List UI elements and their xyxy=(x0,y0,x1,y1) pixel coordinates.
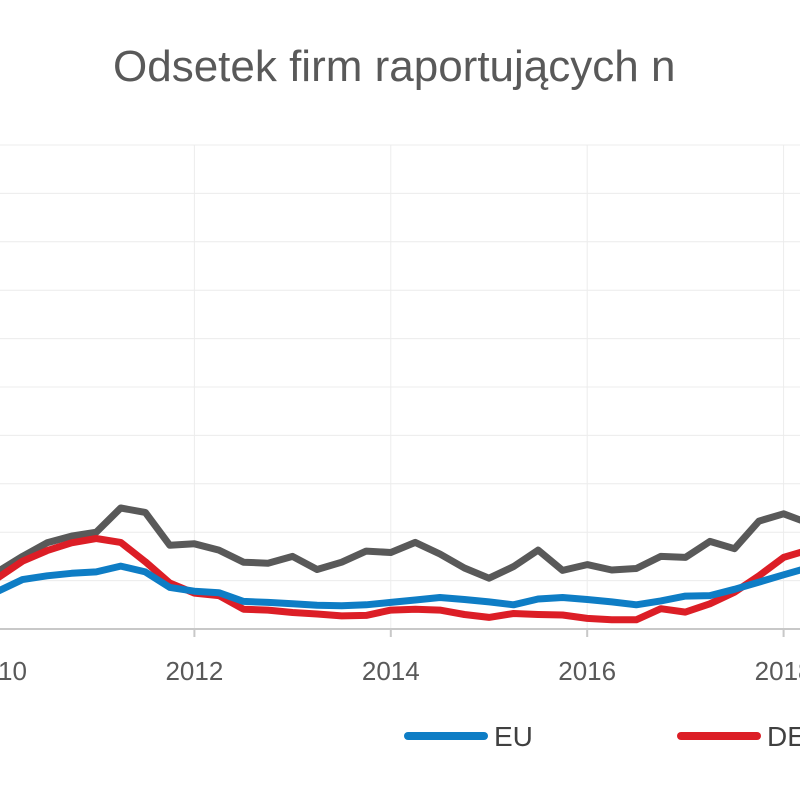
x-tick-label: 2016 xyxy=(558,656,616,686)
series-line-eu xyxy=(0,562,800,610)
legend: EU DE xyxy=(404,721,800,752)
x-tick-label: 2014 xyxy=(362,656,420,686)
x-tick-label: 2010 xyxy=(0,656,27,686)
x-axis-ticks: 2010 2012 2014 2016 2018 xyxy=(0,629,800,686)
series-line-pl xyxy=(0,504,800,582)
series-layer xyxy=(0,504,800,624)
legend-label-eu: EU xyxy=(494,721,533,752)
grid xyxy=(0,144,800,629)
x-tick-label: 2018 xyxy=(755,656,800,686)
x-tick-label: 2012 xyxy=(165,656,223,686)
legend-label-de: DE xyxy=(767,721,800,752)
series-line-de xyxy=(0,535,800,624)
chart-title: Odsetek firm raportujących n xyxy=(113,42,675,91)
